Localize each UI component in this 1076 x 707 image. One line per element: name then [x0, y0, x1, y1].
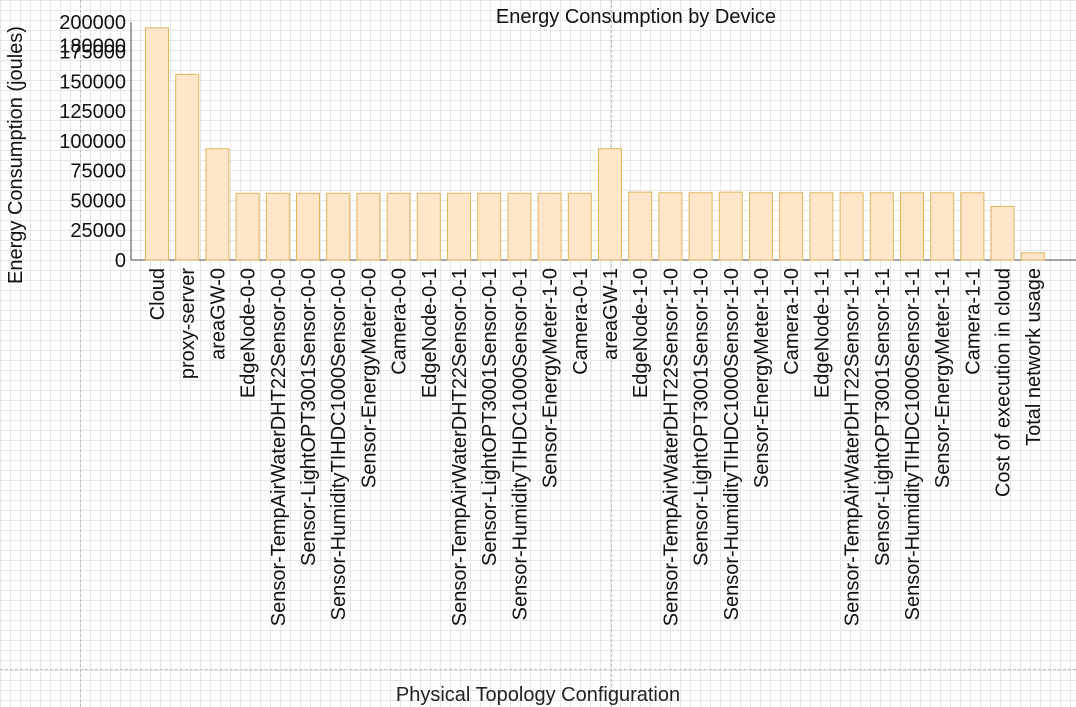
energy-chart-panel: Energy Consumption by Device Energy Consu…: [5, 6, 1076, 626]
chart-title: Energy Consumption by Device: [496, 6, 776, 28]
x-tick-label: Camera-0-1: [570, 268, 592, 375]
x-tick-label: Sensor-TempAirWaterDHT22Sensor-0-1: [449, 268, 471, 626]
y-tick-label: 200000: [59, 12, 126, 34]
bar-30: [1020, 252, 1045, 261]
y-tick-label: 100000: [59, 131, 126, 153]
x-tick-label: EdgeNode-1-0: [630, 268, 652, 398]
bar-12: [477, 192, 502, 261]
x-tick-label: Sensor-LightOPT3001Sensor-1-0: [691, 268, 713, 566]
x-tick-label: Camera-1-0: [781, 268, 803, 375]
bar-3: [205, 148, 230, 261]
bar-4: [235, 192, 260, 261]
bar-26: [900, 192, 924, 261]
x-tick-label: Total network usage: [1023, 268, 1045, 446]
x-tick-label: Camera-0-0: [389, 268, 411, 375]
bar-22: [779, 192, 804, 261]
bar-29: [990, 205, 1015, 261]
x-tick-label: Sensor-LightOPT3001Sensor-0-0: [298, 268, 320, 566]
bar-24: [839, 192, 864, 261]
bar-19: [688, 192, 713, 261]
bar-20: [718, 191, 743, 261]
guide-line-left: [80, 0, 81, 707]
y-tick-label: 180000: [59, 36, 126, 58]
x-tick-label: Sensor-TempAirWaterDHT22Sensor-1-1: [842, 268, 864, 626]
y-tick-label: 150000: [59, 71, 126, 93]
y-tick-label: 125000: [59, 101, 126, 123]
bar-10: [416, 192, 441, 261]
bar-16: [598, 148, 622, 261]
bar-6: [296, 192, 320, 261]
bar-9: [386, 192, 411, 261]
x-tick-label: Sensor-EnergyMeter-1-0: [751, 268, 773, 488]
x-tick-label: EdgeNode-1-1: [811, 268, 833, 398]
bar-13: [507, 192, 532, 261]
bar-11: [447, 192, 471, 261]
guide-line-bottom: [0, 669, 1076, 670]
x-tick-label: Sensor-HumidityTIHDC1000Sensor-0-0: [328, 268, 350, 620]
x-tick-label: Sensor-EnergyMeter-1-1: [932, 268, 954, 488]
bar-18: [658, 192, 683, 261]
y-axis-label: Energy Consumption (joules): [5, 26, 27, 284]
bar-17: [628, 191, 653, 261]
y-tick-label: 75000: [70, 161, 126, 183]
x-tick-label: Sensor-HumidityTIHDC1000Sensor-0-1: [509, 268, 531, 620]
x-tick-label: Sensor-HumidityTIHDC1000Sensor-1-1: [902, 268, 924, 620]
bar-21: [749, 192, 773, 261]
guide-line-center: [611, 0, 612, 707]
bar-15: [567, 192, 592, 261]
bar-28: [960, 192, 985, 261]
x-tick-label: Sensor-TempAirWaterDHT22Sensor-1-0: [660, 268, 682, 626]
x-tick-label: Camera-1-1: [962, 268, 984, 375]
physical-topology-label: Physical Topology Configuration: [395, 684, 681, 706]
bar-25: [869, 192, 894, 261]
x-tick-label: EdgeNode-0-1: [419, 268, 441, 398]
x-tick-label: Sensor-LightOPT3001Sensor-1-1: [872, 268, 894, 566]
x-tick-label: Sensor-LightOPT3001Sensor-0-1: [479, 268, 501, 566]
x-tick-label: Sensor-EnergyMeter-0-0: [358, 268, 380, 488]
energy-chart: Energy Consumption by Device Energy Consu…: [5, 6, 1076, 626]
x-tick-label: proxy-server: [177, 268, 199, 379]
x-tick-label: areaGW-1: [600, 268, 622, 360]
x-tick-label: Cloud: [147, 268, 169, 320]
x-tick-label: Sensor-TempAirWaterDHT22Sensor-0-0: [268, 268, 290, 626]
y-tick-label: 0: [115, 250, 126, 272]
bar-14: [537, 192, 562, 261]
bar-1: [145, 27, 169, 261]
y-tick-label: 50000: [70, 190, 126, 212]
bar-5: [265, 192, 290, 261]
bar-7: [326, 192, 351, 261]
x-tick-label: areaGW-0: [207, 268, 229, 360]
bar-23: [809, 192, 834, 261]
x-tick-label: Cost of execution in cloud: [993, 268, 1015, 497]
x-tick-label: Sensor-EnergyMeter-1-0: [540, 268, 562, 488]
x-tick-label: EdgeNode-0-0: [238, 268, 260, 398]
bar-2: [175, 73, 200, 261]
y-tick-label: 25000: [70, 220, 126, 242]
x-tick-label: Sensor-HumidityTIHDC1000Sensor-1-0: [721, 268, 743, 620]
bar-27: [930, 192, 955, 261]
y-tick-label: 175000: [59, 42, 126, 64]
bar-8: [356, 192, 381, 261]
